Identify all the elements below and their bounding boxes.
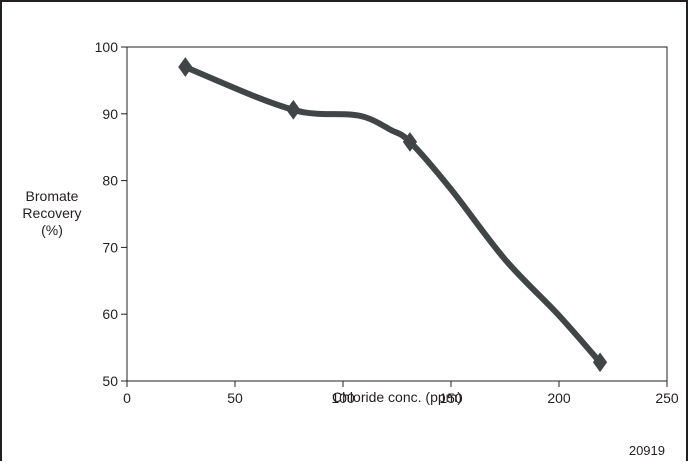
y-tick-label: 100 <box>95 39 119 55</box>
series-group <box>178 57 608 373</box>
x-tick-label: 50 <box>227 390 243 406</box>
y-tick-label: 50 <box>102 373 118 389</box>
x-tick-label: 250 <box>655 390 679 406</box>
data-point-marker <box>402 132 418 152</box>
plot-area <box>126 46 668 382</box>
x-tick-label: 0 <box>123 390 131 406</box>
x-axis-label: Chloride conc. (ppm) <box>332 389 462 405</box>
figure-id: 20919 <box>629 443 665 458</box>
series-line <box>182 64 603 366</box>
y-tick-label: 90 <box>102 106 118 122</box>
y-tick-label: 70 <box>102 239 118 255</box>
x-tick-label: 200 <box>547 390 571 406</box>
y-axis-label-line: Recovery <box>22 205 81 221</box>
x-tick-label: 100 <box>331 390 355 406</box>
axis-ticks: 0 50 100 150 200 250 50 60 70 80 90 100 <box>95 39 679 406</box>
y-axis-label-line: (%) <box>41 222 63 238</box>
y-tick-label: 80 <box>102 173 118 189</box>
x-tick-label: 150 <box>439 390 463 406</box>
y-axis-label-line: Bromate <box>26 188 79 204</box>
y-tick-label: 60 <box>102 306 118 322</box>
data-point-marker <box>592 352 608 373</box>
data-point-marker <box>286 99 301 120</box>
data-point-marker <box>178 57 193 77</box>
